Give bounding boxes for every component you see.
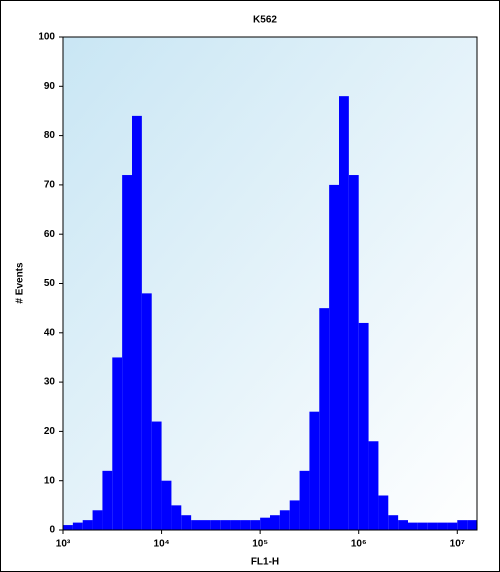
bar	[299, 470, 310, 530]
bar	[388, 515, 399, 530]
bar	[151, 421, 162, 530]
y-tick-label: 0	[49, 525, 55, 536]
bar	[338, 96, 349, 530]
bar	[329, 184, 339, 530]
y-tick-label: 70	[44, 180, 56, 191]
bar	[270, 515, 280, 530]
bar	[210, 520, 221, 530]
y-tick-label: 40	[44, 327, 56, 338]
bar	[161, 480, 172, 530]
bar	[112, 357, 123, 530]
bar	[63, 525, 73, 530]
x-axis-label: FL1-H	[251, 557, 279, 568]
bar	[447, 522, 458, 530]
bar	[368, 441, 379, 530]
bar	[171, 505, 182, 530]
bar	[250, 520, 261, 530]
bar	[467, 520, 477, 530]
chart-title: K562	[253, 15, 277, 26]
x-tick-label: 10⁶	[351, 539, 367, 550]
y-tick-label: 90	[44, 81, 56, 92]
bar	[230, 520, 241, 530]
bar	[289, 500, 300, 530]
bar	[457, 520, 468, 530]
bar	[348, 175, 359, 531]
bar	[220, 520, 231, 530]
bar	[72, 522, 83, 530]
bar	[427, 522, 438, 530]
y-axis-label: # Events	[15, 262, 26, 304]
x-tick-label: 10⁷	[450, 539, 465, 550]
bar	[358, 322, 369, 530]
y-tick-label: 60	[44, 229, 56, 240]
y-tick-label: 100	[38, 32, 55, 43]
y-tick-label: 80	[44, 130, 56, 141]
bar	[102, 470, 113, 530]
bar	[92, 510, 103, 530]
bar	[132, 115, 142, 530]
bar	[408, 522, 418, 530]
x-tick-label: 10⁵	[252, 539, 268, 550]
bar	[319, 308, 330, 530]
y-tick-label: 30	[44, 377, 56, 388]
x-tick-label: 10⁴	[154, 539, 170, 550]
bar	[309, 411, 320, 530]
bar	[437, 522, 448, 530]
bar	[201, 520, 211, 530]
y-tick-label: 50	[44, 278, 56, 289]
bar	[260, 517, 271, 530]
y-tick-label: 10	[44, 475, 56, 486]
bar	[240, 520, 251, 530]
x-tick-label: 10³	[56, 539, 71, 550]
bar	[82, 520, 93, 530]
bar	[181, 515, 192, 530]
bar	[191, 520, 202, 530]
bar	[378, 495, 389, 530]
bar	[417, 522, 428, 530]
bar	[279, 510, 290, 530]
bar	[122, 175, 133, 531]
bar	[398, 520, 408, 530]
y-tick-label: 20	[44, 426, 56, 437]
bar	[141, 293, 152, 530]
